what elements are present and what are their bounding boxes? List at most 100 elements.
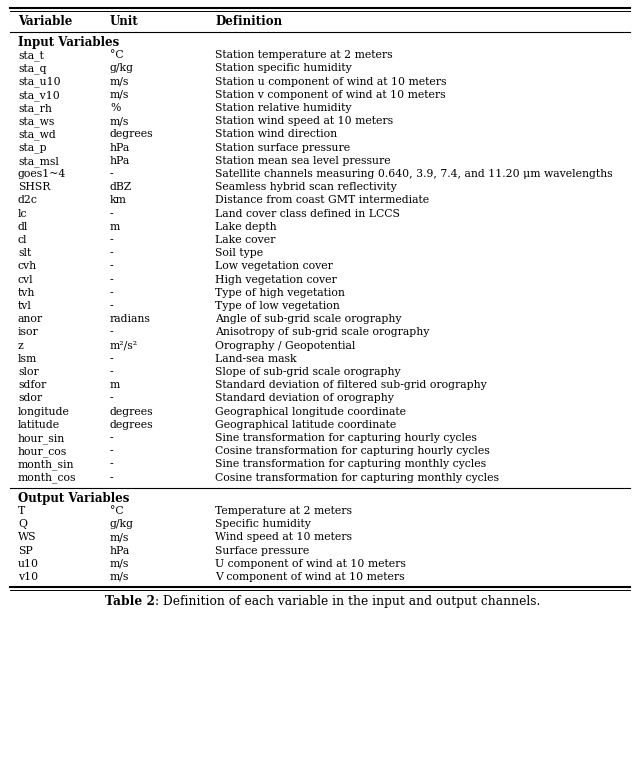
Text: isor: isor [18, 327, 39, 338]
Text: Station mean sea level pressure: Station mean sea level pressure [215, 156, 390, 165]
Text: Standard deviation of filtered sub-grid orography: Standard deviation of filtered sub-grid … [215, 380, 487, 390]
Text: sta_v10: sta_v10 [18, 90, 60, 100]
Text: Soil type: Soil type [215, 248, 263, 258]
Text: -: - [110, 288, 114, 298]
Text: -: - [110, 209, 114, 219]
Text: -: - [110, 301, 114, 311]
Text: -: - [110, 446, 114, 456]
Text: hPa: hPa [110, 546, 131, 556]
Text: Output Variables: Output Variables [18, 492, 129, 505]
Text: m: m [110, 222, 120, 231]
Text: goes1~4: goes1~4 [18, 169, 67, 179]
Text: Surface pressure: Surface pressure [215, 546, 309, 556]
Text: Land cover class defined in LCCS: Land cover class defined in LCCS [215, 209, 400, 219]
Text: slor: slor [18, 367, 39, 377]
Text: Type of low vegetation: Type of low vegetation [215, 301, 340, 311]
Text: Variable: Variable [18, 15, 72, 28]
Text: g/kg: g/kg [110, 64, 134, 74]
Text: Station wind speed at 10 meters: Station wind speed at 10 meters [215, 116, 393, 126]
Text: anor: anor [18, 314, 43, 324]
Text: Unit: Unit [110, 15, 139, 28]
Text: Station v component of wind at 10 meters: Station v component of wind at 10 meters [215, 90, 445, 99]
Text: Lake depth: Lake depth [215, 222, 276, 231]
Text: SP: SP [18, 546, 33, 556]
Text: slt: slt [18, 248, 31, 258]
Text: Seamless hybrid scan reflectivity: Seamless hybrid scan reflectivity [215, 182, 397, 192]
Text: cvh: cvh [18, 261, 37, 272]
Text: v10: v10 [18, 572, 38, 582]
Text: longitude: longitude [18, 407, 70, 417]
Text: Specific humidity: Specific humidity [215, 519, 311, 529]
Text: dBZ: dBZ [110, 182, 132, 192]
Text: m/s: m/s [110, 532, 129, 543]
Text: Temperature at 2 meters: Temperature at 2 meters [215, 506, 352, 516]
Text: V component of wind at 10 meters: V component of wind at 10 meters [215, 572, 404, 582]
Text: sta_q: sta_q [18, 64, 47, 74]
Text: sta_wd: sta_wd [18, 129, 56, 140]
Text: SHSR: SHSR [18, 182, 51, 192]
Text: Table 2: Table 2 [105, 595, 155, 608]
Text: -: - [110, 169, 114, 179]
Text: -: - [110, 393, 114, 403]
Text: cl: cl [18, 235, 28, 245]
Text: Sine transformation for capturing hourly cycles: Sine transformation for capturing hourly… [215, 433, 477, 443]
Text: month_cos: month_cos [18, 473, 77, 483]
Text: sdor: sdor [18, 393, 42, 403]
Text: Orography / Geopotential: Orography / Geopotential [215, 341, 355, 351]
Text: sdfor: sdfor [18, 380, 46, 390]
Text: °C: °C [110, 506, 124, 516]
Text: lc: lc [18, 209, 28, 219]
Text: degrees: degrees [110, 407, 154, 417]
Text: Slope of sub-grid scale orography: Slope of sub-grid scale orography [215, 367, 401, 377]
Text: Satellite channels measuring 0.640, 3.9, 7.4, and 11.20 μm wavelengths: Satellite channels measuring 0.640, 3.9,… [215, 169, 612, 179]
Text: -: - [110, 367, 114, 377]
Text: Geographical latitude coordinate: Geographical latitude coordinate [215, 420, 396, 430]
Text: d2c: d2c [18, 195, 38, 206]
Text: m/s: m/s [110, 90, 129, 99]
Text: High vegetation cover: High vegetation cover [215, 275, 337, 285]
Text: Station wind direction: Station wind direction [215, 129, 337, 140]
Text: Table 2: Definition of each variable in the input and output channels.: Table 2: Definition of each variable in … [105, 595, 535, 608]
Text: tvl: tvl [18, 301, 32, 311]
Text: Cosine transformation for capturing monthly cycles: Cosine transformation for capturing mont… [215, 473, 499, 483]
Text: hour_cos: hour_cos [18, 446, 67, 457]
Text: Anisotropy of sub-grid scale orography: Anisotropy of sub-grid scale orography [215, 327, 429, 338]
Text: z: z [18, 341, 24, 351]
Text: sta_rh: sta_rh [18, 103, 52, 114]
Text: Standard deviation of orography: Standard deviation of orography [215, 393, 394, 403]
Text: °C: °C [110, 50, 124, 60]
Text: m²/s²: m²/s² [110, 341, 138, 351]
Text: degrees: degrees [110, 420, 154, 430]
Text: Cosine transformation for capturing hourly cycles: Cosine transformation for capturing hour… [215, 446, 490, 456]
Text: Definition: Definition [215, 15, 282, 28]
Text: U component of wind at 10 meters: U component of wind at 10 meters [215, 559, 406, 568]
Text: sta_ws: sta_ws [18, 116, 54, 127]
Text: Type of high vegetation: Type of high vegetation [215, 288, 345, 298]
Text: Angle of sub-grid scale orography: Angle of sub-grid scale orography [215, 314, 401, 324]
Text: km: km [110, 195, 127, 206]
Text: cvl: cvl [18, 275, 34, 285]
Text: Station specific humidity: Station specific humidity [215, 64, 352, 74]
Text: Station relative humidity: Station relative humidity [215, 103, 351, 113]
Text: m: m [110, 380, 120, 390]
Text: Distance from coast GMT intermediate: Distance from coast GMT intermediate [215, 195, 429, 206]
Text: hPa: hPa [110, 143, 131, 153]
Text: Station temperature at 2 meters: Station temperature at 2 meters [215, 50, 392, 60]
Text: month_sin: month_sin [18, 459, 74, 470]
Text: %: % [110, 103, 120, 113]
Text: Geographical longitude coordinate: Geographical longitude coordinate [215, 407, 406, 417]
Text: -: - [110, 473, 114, 483]
Text: sta_t: sta_t [18, 50, 44, 61]
Text: Sine transformation for capturing monthly cycles: Sine transformation for capturing monthl… [215, 459, 486, 469]
Text: m/s: m/s [110, 559, 129, 568]
Text: lsm: lsm [18, 354, 37, 364]
Text: m/s: m/s [110, 116, 129, 126]
Text: Q: Q [18, 519, 27, 529]
Text: Wind speed at 10 meters: Wind speed at 10 meters [215, 532, 352, 543]
Text: radians: radians [110, 314, 151, 324]
Text: hour_sin: hour_sin [18, 433, 65, 444]
Text: sta_p: sta_p [18, 143, 47, 153]
Text: u10: u10 [18, 559, 39, 568]
Text: hPa: hPa [110, 156, 131, 165]
Text: Station u component of wind at 10 meters: Station u component of wind at 10 meters [215, 77, 447, 87]
